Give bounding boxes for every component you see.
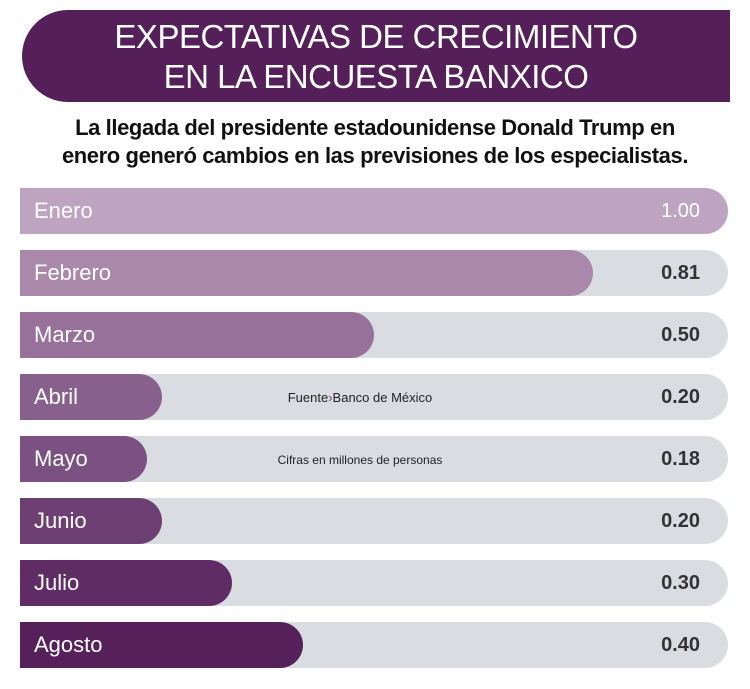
- bar: [20, 436, 148, 482]
- category-label: Junio: [34, 508, 87, 533]
- bar: [20, 374, 162, 420]
- category-label: Mayo: [34, 446, 88, 471]
- bar-row: Febrero 0.81: [20, 250, 728, 296]
- category-label: Agosto: [34, 632, 103, 657]
- bar-row: Agosto 0.40: [20, 622, 728, 668]
- title-line-2: EN LA ENCUESTA BANXICO: [163, 58, 589, 95]
- bar-row: Julio 0.30: [20, 560, 728, 606]
- chart-title-banner: EXPECTATIVAS DE CRECIMIENTO EN LA ENCUES…: [22, 10, 730, 102]
- value-label: 1.00: [661, 200, 700, 222]
- value-label: 0.18: [661, 448, 700, 470]
- units-note: Cifras en millones de personas: [277, 453, 443, 467]
- source-label: Fuente: [287, 390, 329, 405]
- category-label: Julio: [34, 570, 80, 595]
- category-label: Enero: [34, 198, 93, 223]
- bar: [20, 188, 728, 234]
- bar: [20, 312, 374, 358]
- title-line-1: EXPECTATIVAS DE CRECIMIENTO: [114, 18, 638, 55]
- subtitle: La llegada del presidente estadounidense…: [0, 114, 750, 170]
- bar: [20, 498, 162, 544]
- value-label: 0.30: [661, 572, 700, 594]
- bar-row: Mayo 0.18: [20, 436, 728, 482]
- value-label: 0.50: [661, 324, 700, 346]
- value-label: 0.40: [661, 634, 700, 656]
- category-label: Marzo: [34, 322, 96, 347]
- source-note: Fuente›Banco de México: [150, 375, 570, 421]
- value-label: 0.20: [661, 386, 700, 408]
- bar: [20, 622, 304, 668]
- category-label: Febrero: [34, 260, 112, 285]
- bar: [20, 250, 594, 296]
- bar-row: Marzo 0.50: [20, 312, 728, 358]
- bar-row: Abril 0.20: [20, 374, 728, 420]
- category-label: Abril: [34, 384, 79, 409]
- bar-row: Enero 1.00: [20, 188, 728, 234]
- subtitle-line-2: enero generó cambios en las previsiones …: [61, 143, 689, 168]
- subtitle-line-1: La llegada del presidente estadounidense…: [75, 115, 675, 140]
- value-label: 0.81: [661, 262, 700, 284]
- source-name: Banco de México: [332, 390, 433, 405]
- bar-row: Junio 0.20: [20, 498, 728, 544]
- arrow-icon: ›: [328, 390, 333, 405]
- value-label: 0.20: [661, 510, 700, 532]
- bar: [20, 560, 233, 606]
